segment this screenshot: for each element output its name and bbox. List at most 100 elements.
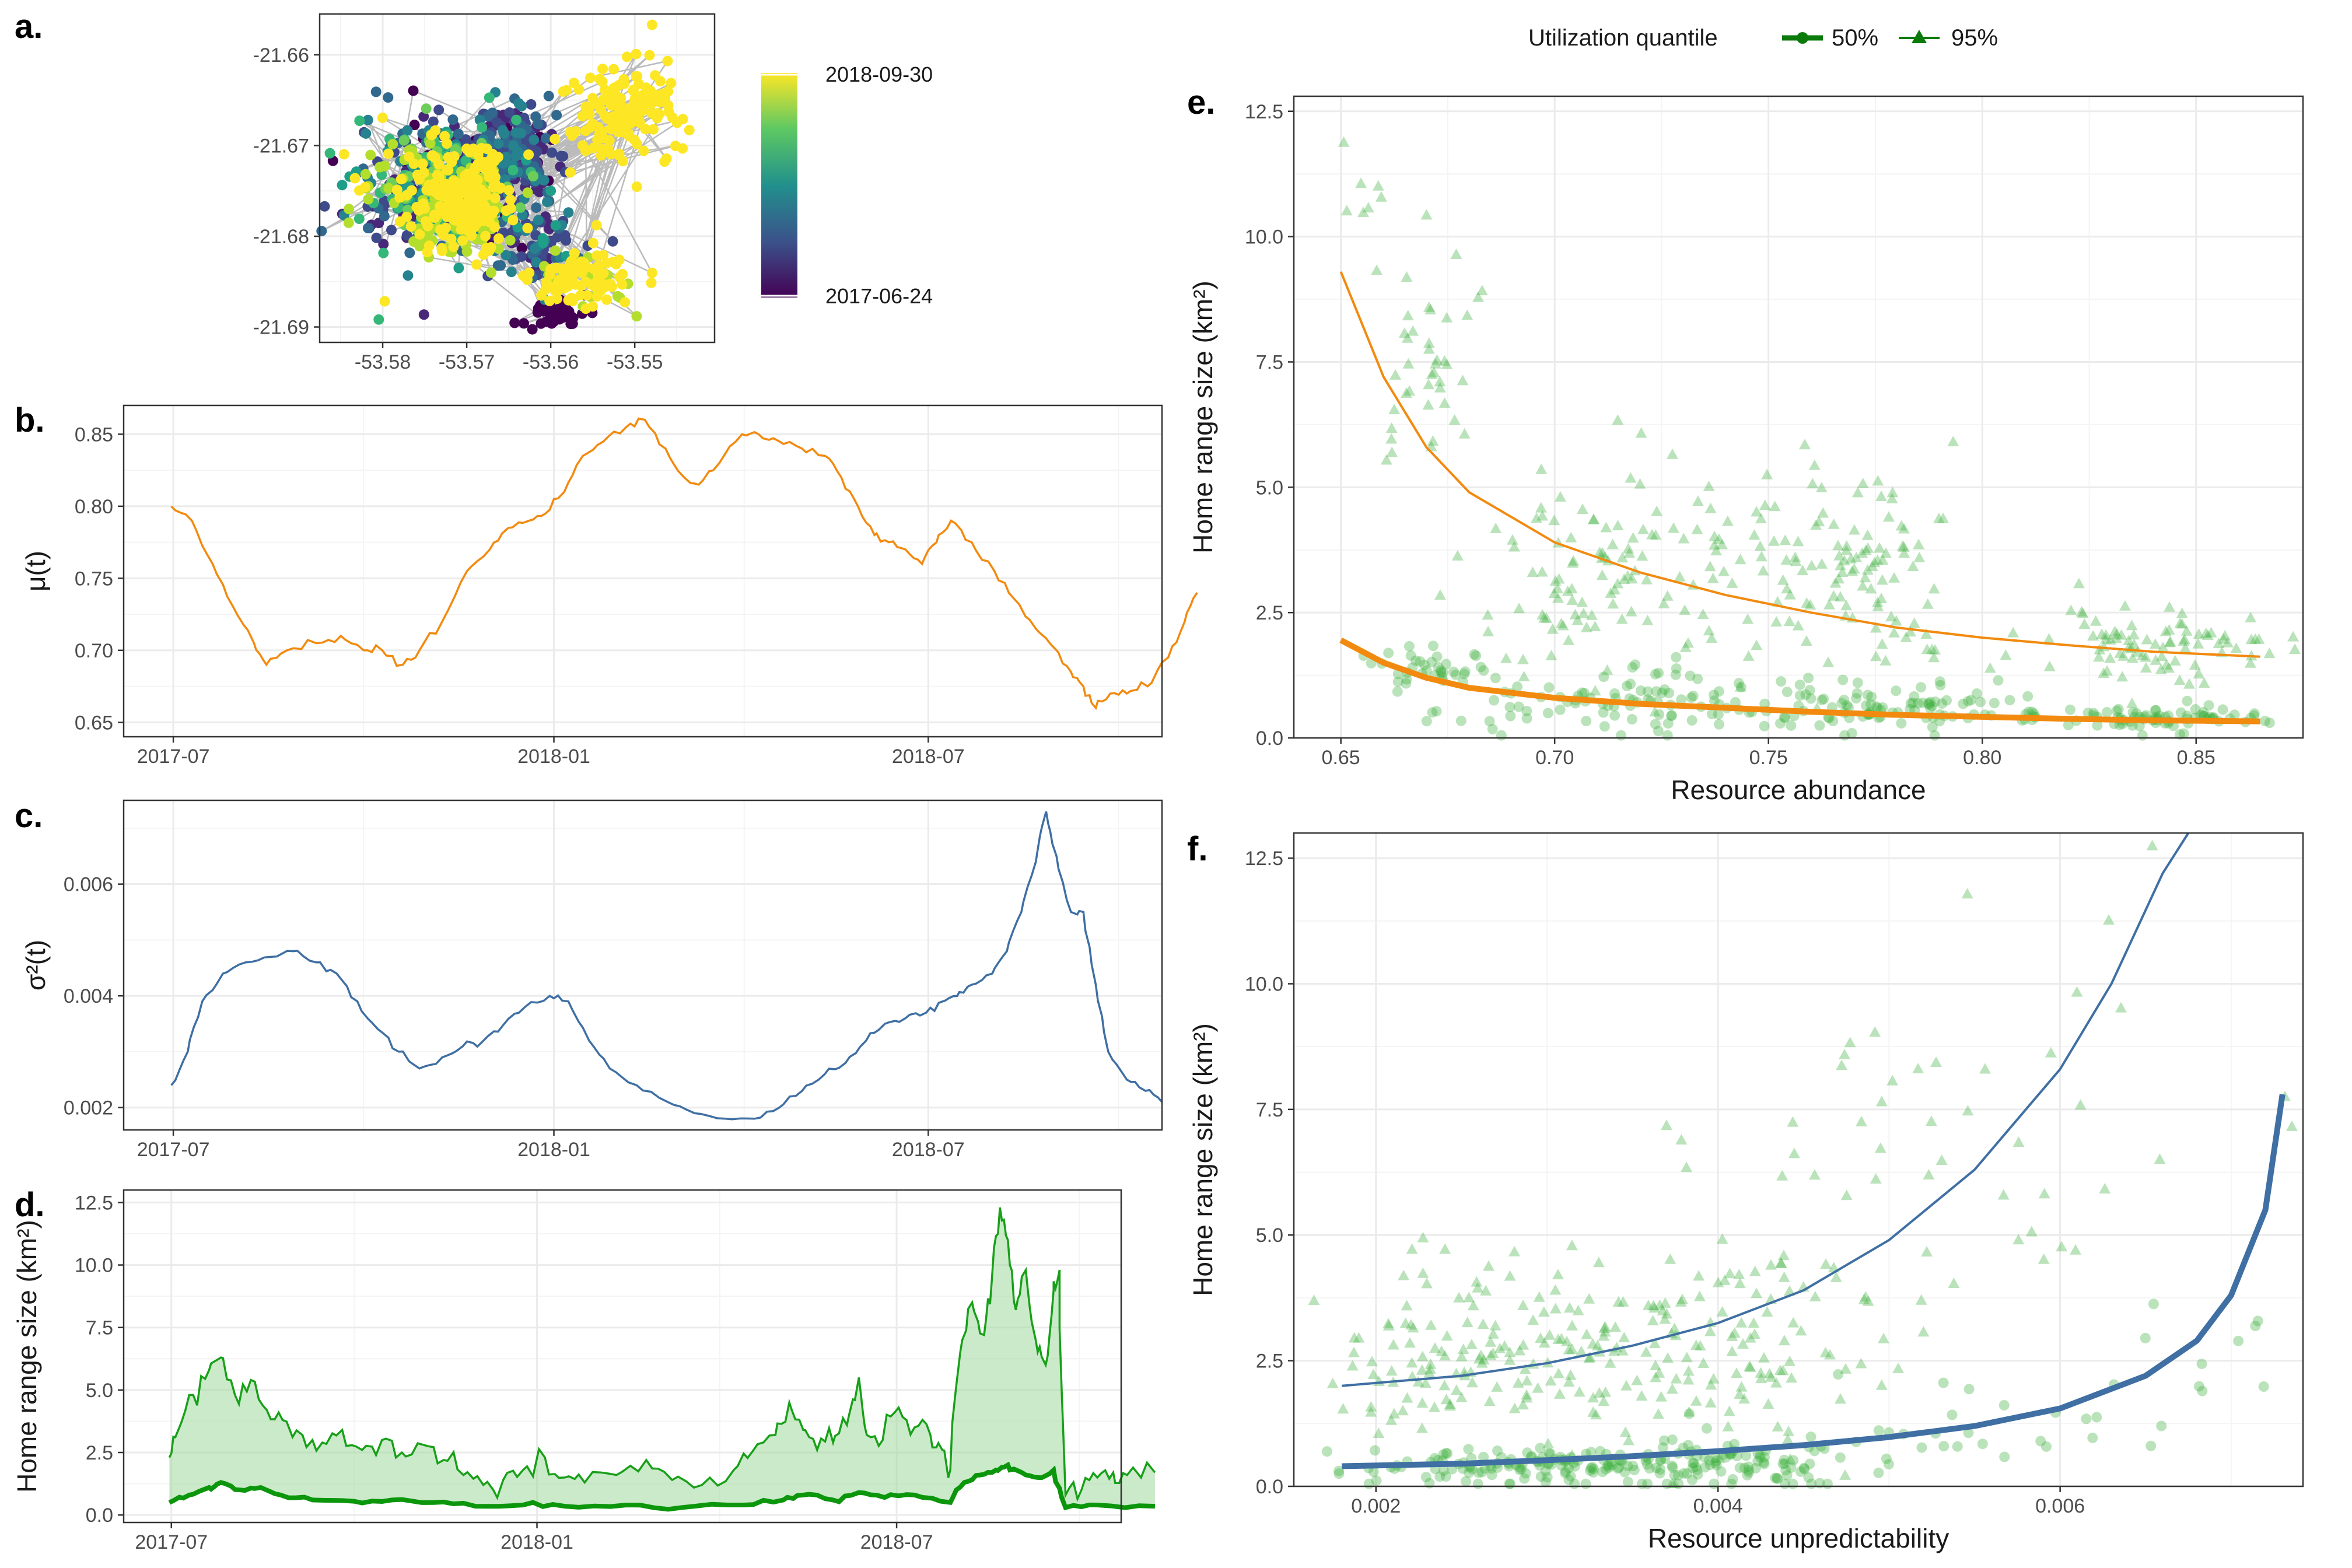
data-point-95 <box>2025 1226 2038 1237</box>
location-point <box>419 167 429 178</box>
data-point-95 <box>1984 662 1996 673</box>
location-point <box>522 187 533 198</box>
data-point-95 <box>1921 643 1933 654</box>
x-tick-label: 0.006 <box>2035 1495 2085 1517</box>
data-point-95 <box>1402 310 1414 321</box>
data-point-50 <box>1428 640 1438 652</box>
data-point-95 <box>1777 1364 1789 1376</box>
data-point-95 <box>1759 499 1771 510</box>
data-point-95 <box>1654 1299 1666 1310</box>
data-point-50 <box>1438 1465 1449 1476</box>
data-point-95 <box>1461 309 1474 320</box>
location-point <box>363 194 374 205</box>
location-point <box>516 251 527 262</box>
location-point <box>519 318 529 329</box>
data-point-95 <box>1917 1326 1930 1337</box>
data-point-95 <box>1792 620 1804 631</box>
data-point-50 <box>1704 1455 1715 1466</box>
data-point-50 <box>1839 694 1850 705</box>
data-point-95 <box>1622 542 1634 554</box>
data-point-95 <box>1913 538 1925 550</box>
data-point-50 <box>1392 686 1403 697</box>
data-point-50 <box>1958 698 1969 709</box>
data-point-50 <box>1909 691 1920 702</box>
data-point-95 <box>1770 1377 1782 1388</box>
data-point-50 <box>1993 675 2004 686</box>
data-point-50 <box>1535 1471 1546 1482</box>
data-point-95 <box>1365 1401 1377 1412</box>
data-point-95 <box>1583 1352 1595 1363</box>
location-point <box>405 221 416 232</box>
data-point-95 <box>1870 650 1882 662</box>
data-point-95 <box>1552 583 1563 594</box>
data-point-95 <box>1869 1026 1881 1037</box>
data-point-50 <box>1496 730 1507 741</box>
data-point-95 <box>1775 1258 1787 1268</box>
location-point <box>512 146 523 157</box>
location-point <box>324 148 335 159</box>
location-point <box>654 108 665 120</box>
fit-line-50 <box>1341 1094 2286 1469</box>
data-point-95 <box>2114 647 2126 658</box>
y-axis-title: Home range size (km²) <box>1188 281 1218 554</box>
data-point-95 <box>1504 1270 1516 1281</box>
data-point-95 <box>1871 554 1884 565</box>
data-point-50 <box>1440 1471 1451 1482</box>
data-point-95 <box>1840 544 1853 555</box>
data-point-95 <box>1679 604 1691 615</box>
data-point-95 <box>2013 1136 2025 1147</box>
location-point <box>577 111 588 122</box>
data-point-95 <box>2078 618 2091 629</box>
data-point-95 <box>1416 1364 1428 1375</box>
data-point-95 <box>1549 1303 1562 1314</box>
data-point-95 <box>1616 1345 1629 1356</box>
data-point-95 <box>1930 1056 1942 1067</box>
data-point-95 <box>1569 608 1581 620</box>
data-point-50 <box>1896 718 1907 729</box>
location-point <box>460 176 471 187</box>
data-point-95 <box>1784 1355 1796 1366</box>
data-point-95 <box>1678 533 1690 544</box>
data-point-95 <box>1560 1335 1573 1346</box>
data-point-95 <box>1936 1154 1948 1165</box>
data-point-50 <box>1962 696 1973 707</box>
data-point-95 <box>1504 1346 1516 1357</box>
data-point-95 <box>1718 565 1730 576</box>
data-point-95 <box>1768 535 1780 546</box>
data-point-50 <box>1522 1447 1533 1458</box>
data-point-95 <box>1444 1400 1456 1411</box>
data-point-50 <box>1667 1462 1678 1473</box>
data-point-95 <box>1555 1333 1567 1343</box>
location-point <box>620 297 631 308</box>
data-point-95 <box>1693 1270 1705 1281</box>
data-point-50 <box>1938 1441 1950 1452</box>
data-point-95 <box>1828 590 1840 601</box>
data-point-95 <box>1506 534 1518 545</box>
data-point-95 <box>1846 565 1859 576</box>
data-point-50 <box>1584 1465 1595 1476</box>
data-point-50 <box>2196 1359 2207 1370</box>
data-point-95 <box>1703 480 1715 491</box>
data-point-50 <box>1606 1460 1618 1471</box>
data-point-50 <box>1730 697 1741 708</box>
data-point-50 <box>1731 1451 1742 1461</box>
data-point-50 <box>2229 709 2240 720</box>
data-point-95 <box>1882 511 1895 522</box>
data-point-95 <box>1784 589 1796 600</box>
data-point-95 <box>1512 1377 1524 1388</box>
location-point <box>485 163 496 174</box>
data-point-95 <box>1892 1362 1905 1373</box>
data-point-95 <box>1660 1119 1672 1130</box>
data-point-95 <box>1508 541 1520 552</box>
data-point-95 <box>1723 1405 1735 1416</box>
data-point-95 <box>2174 617 2186 628</box>
data-point-95 <box>2245 611 2257 622</box>
location-point <box>505 194 516 205</box>
data-point-50 <box>1654 1468 1665 1479</box>
data-point-95 <box>1544 1329 1556 1340</box>
data-point-95 <box>1835 559 1846 570</box>
location-point <box>472 174 483 186</box>
y-tick-label: 7.5 <box>86 1317 113 1339</box>
data-point-50 <box>1486 1469 1497 1480</box>
data-point-95 <box>1653 1367 1665 1378</box>
